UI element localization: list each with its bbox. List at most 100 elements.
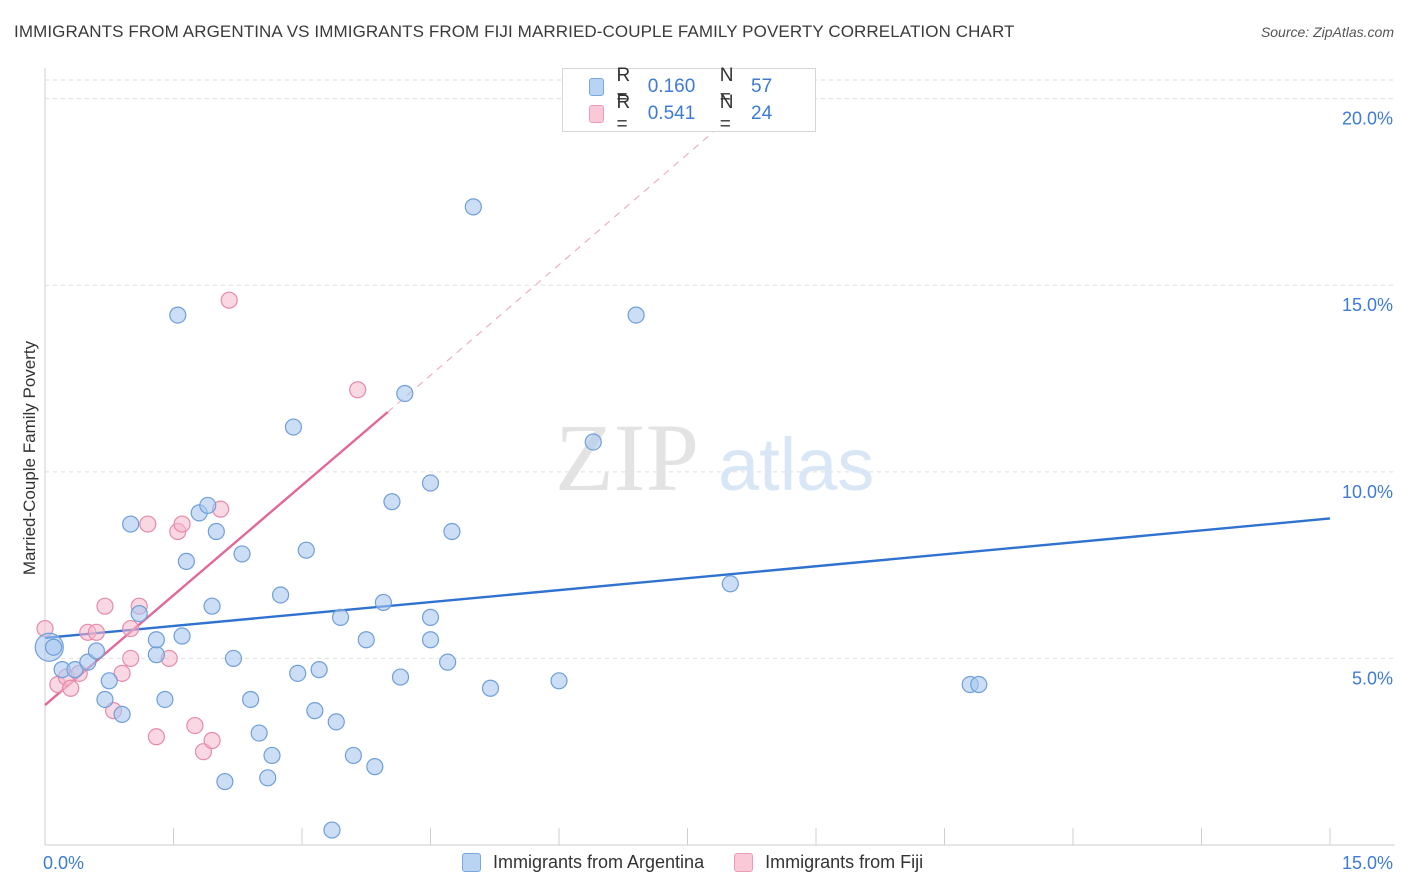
argentina-point xyxy=(481,679,500,697)
fiji-point xyxy=(139,515,157,533)
x-tick-label: 15.0% xyxy=(1342,853,1393,873)
legend-row-fiji: R = 0.541 N = 24 xyxy=(589,92,815,135)
argentina-point xyxy=(216,772,234,791)
argentina-point xyxy=(207,522,225,541)
argentina-point xyxy=(173,627,191,645)
argentina-point xyxy=(584,433,602,451)
fiji-point xyxy=(147,728,165,746)
argentina-swatch-icon xyxy=(589,78,605,96)
argentina-point xyxy=(87,642,106,660)
argentina-point xyxy=(259,769,277,787)
argentina-swatch-icon xyxy=(462,853,481,872)
argentina-point xyxy=(284,418,303,436)
fiji-point xyxy=(122,619,140,638)
legend-label-fiji: Immigrants from Fiji xyxy=(765,852,924,872)
argentina-point xyxy=(421,474,440,492)
n-label: N = xyxy=(719,92,734,135)
legend-item-argentina: Immigrants from Argentina xyxy=(462,852,704,873)
argentina-point xyxy=(224,649,243,668)
y-tick-label: 5.0% xyxy=(1352,668,1393,688)
fiji-point xyxy=(203,731,221,750)
argentina-point xyxy=(323,821,341,839)
r-label: R = xyxy=(616,65,631,108)
series-legend: Immigrants from Argentina Immigrants fro… xyxy=(462,852,953,873)
fiji-point xyxy=(96,597,114,615)
legend-item-fiji: Immigrants from Fiji xyxy=(734,852,923,873)
argentina-point xyxy=(289,664,307,682)
argentina-point xyxy=(421,631,440,649)
legend-row-argentina: R = 0.160 N = 57 xyxy=(589,65,815,108)
argentina-point xyxy=(130,605,148,623)
argentina-point xyxy=(250,724,268,742)
argentina-point xyxy=(383,493,401,511)
source-credit: Source: ZipAtlas.com xyxy=(1260,24,1394,40)
fiji-point xyxy=(186,716,204,735)
y-tick-label: 15.0% xyxy=(1342,295,1393,315)
argentina-point xyxy=(310,661,328,679)
axes xyxy=(44,68,1395,846)
argentina-point xyxy=(113,705,131,723)
fiji-trend-extension xyxy=(387,116,731,413)
chart-title: IMMIGRANTS FROM ARGENTINA VS IMMIGRANTS … xyxy=(14,22,1015,41)
argentina-point xyxy=(199,496,217,515)
argentina-point xyxy=(96,690,114,709)
fiji-point xyxy=(62,679,80,697)
argentina-point xyxy=(443,522,461,541)
fiji-trend-line xyxy=(44,411,389,706)
argentina-point xyxy=(721,575,739,593)
argentina-point xyxy=(147,631,165,649)
argentina-point xyxy=(263,746,281,765)
legend-label-argentina: Immigrants from Argentina xyxy=(493,852,705,872)
argentina-point xyxy=(169,306,187,324)
argentina-point xyxy=(306,702,324,720)
fiji-point xyxy=(122,649,140,668)
fiji-point xyxy=(349,381,367,399)
argentina-point xyxy=(357,631,375,649)
fiji-point xyxy=(173,515,191,533)
y-axis-label: Married-Couple Family Poverty xyxy=(20,340,39,576)
argentina-point xyxy=(297,541,315,559)
argentina-point xyxy=(331,608,350,626)
argentina-point xyxy=(464,198,482,216)
argentina-point xyxy=(421,608,440,626)
argentina-point xyxy=(970,675,988,694)
y-tick-label: 10.0% xyxy=(1342,482,1393,502)
r-value: 0.541 xyxy=(647,103,696,124)
watermark-zip: ZIP xyxy=(555,404,699,511)
data-points xyxy=(34,198,988,839)
argentina-point xyxy=(122,515,140,533)
n-value: 57 xyxy=(751,76,773,97)
fiji-point xyxy=(220,291,238,309)
fiji-swatch-icon xyxy=(734,853,754,872)
r-label: R = xyxy=(616,92,631,135)
fiji-point xyxy=(87,623,106,641)
y-tick-label: 20.0% xyxy=(1342,109,1393,129)
argentina-trend-line xyxy=(44,517,1331,640)
argentina-point xyxy=(66,661,84,679)
argentina-point xyxy=(396,384,414,403)
tick-labels: 5.0% 10.0% 15.0% 20.0% 0.0% 15.0% xyxy=(43,109,1393,873)
argentina-point xyxy=(156,690,174,709)
argentina-point xyxy=(439,653,457,671)
argentina-point xyxy=(391,668,410,686)
r-value: 0.160 xyxy=(647,76,696,97)
argentina-point xyxy=(271,586,290,604)
argentina-point xyxy=(374,593,392,612)
argentina-point xyxy=(100,672,118,690)
argentina-point xyxy=(203,597,221,615)
x-tick-label: 0.0% xyxy=(43,853,84,873)
fiji-point xyxy=(113,664,131,682)
fiji-swatch-icon xyxy=(589,105,605,123)
watermark-atlas: atlas xyxy=(718,423,874,506)
argentina-point xyxy=(327,713,345,731)
argentina-point xyxy=(147,646,165,664)
correlation-legend: R = 0.160 N = 57 R = 0.541 N = 24 xyxy=(562,65,816,135)
argentina-point xyxy=(344,746,362,765)
argentina-point xyxy=(366,758,384,776)
watermark: ZIP atlas xyxy=(555,404,874,511)
n-label: N = xyxy=(719,65,734,108)
argentina-point xyxy=(233,545,251,563)
argentina-point xyxy=(44,638,63,656)
grid-lines xyxy=(45,79,1395,659)
